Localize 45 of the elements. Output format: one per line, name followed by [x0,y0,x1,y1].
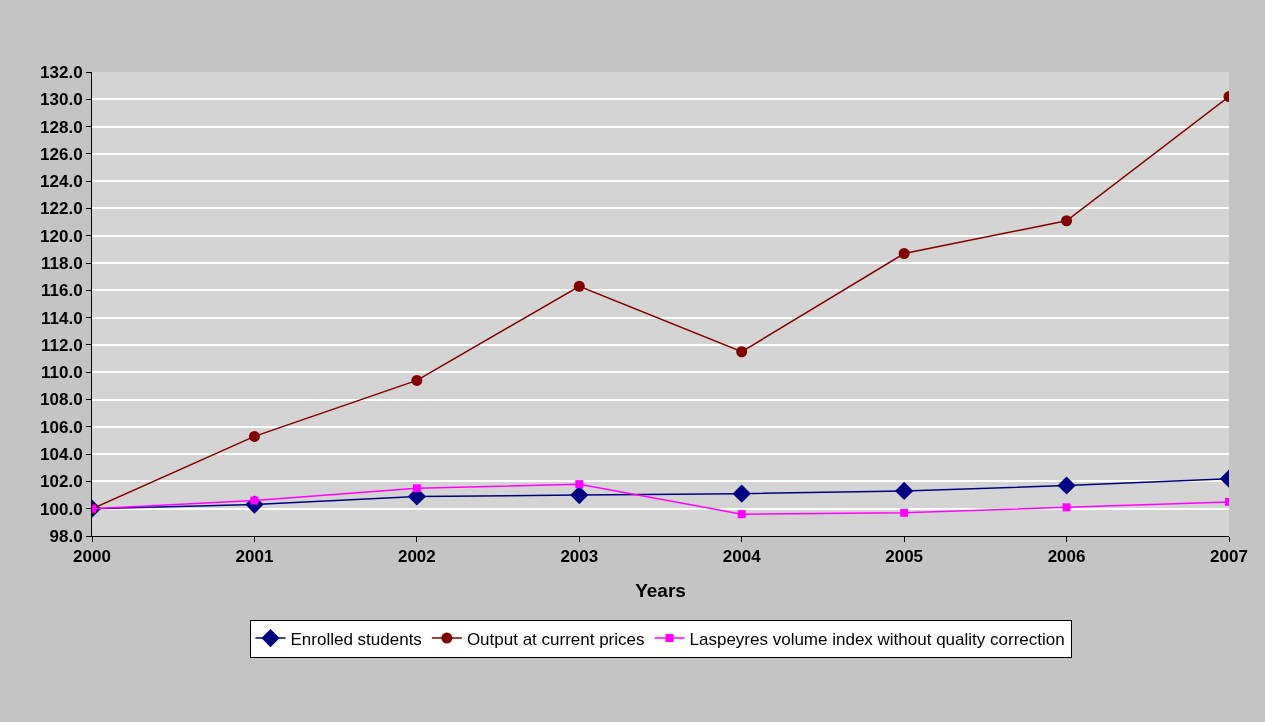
point [412,484,421,493]
y-tick-label: 108.0 [40,390,83,410]
y-tick-label: 116.0 [40,281,83,301]
point [1057,476,1076,495]
point [573,280,585,292]
y-tick-label: 100.0 [40,499,83,519]
point [575,480,584,489]
y-tick-label: 124.0 [40,172,83,192]
y-tick-label: 130.0 [40,90,83,110]
y-tick-label: 126.0 [40,144,83,164]
point [732,484,751,503]
x-tick-label: 2003 [560,547,599,567]
y-tick-label: 98.0 [49,526,83,546]
x-tick-label: 2000 [73,547,111,567]
legend-label: Laspeyres volume index without quality correction [689,629,1065,649]
legend-label: Enrolled students [290,629,422,649]
point [570,485,589,505]
point [898,248,910,260]
x-tick-label: 2002 [397,547,436,567]
y-tick-label: 118.0 [40,254,83,274]
y-tick-label: 110.0 [40,363,83,383]
x-tick-label: 2007 [1210,547,1248,567]
point [1061,215,1073,227]
y-tick-label: 112.0 [40,335,83,355]
y-tick-label: 122.0 [40,199,83,219]
point [411,374,423,386]
point [736,346,748,358]
y-tick-label: 128.0 [40,117,83,137]
legend-label: Output at current prices [466,629,645,649]
point [1062,503,1071,512]
point [900,508,909,517]
x-tick-label: 2006 [1047,547,1086,567]
x-tick-label: 2005 [885,547,924,567]
x-tick-label: 2004 [722,547,762,567]
point [248,430,260,442]
y-tick-label: 102.0 [40,472,83,492]
point [737,510,746,519]
y-tick-label: 114.0 [40,308,83,328]
x-tick-label: 2001 [235,547,274,567]
y-tick-label: 132.0 [40,62,83,82]
y-tick-label: 104.0 [40,445,83,465]
x-axis-title: Years [635,580,686,602]
point [895,481,914,501]
y-tick-label: 106.0 [40,417,83,437]
y-tick-label: 120.0 [40,226,83,246]
